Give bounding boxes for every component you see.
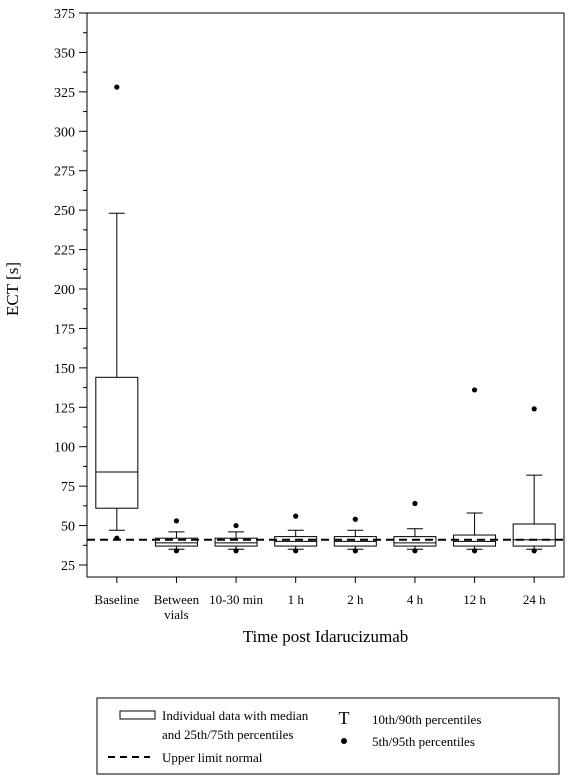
p5-dot [173, 548, 180, 554]
x-tick-label: 1 h [288, 592, 305, 607]
p95-dot [471, 387, 478, 393]
y-axis-label: ECT [s] [3, 262, 22, 316]
y-tick-label: 75 [61, 480, 75, 495]
p95-dot [233, 522, 239, 529]
y-tick-label: 350 [54, 46, 75, 61]
x-tick-label: Baseline [94, 592, 139, 607]
y-tick-label: 300 [54, 125, 75, 140]
iqr-box [95, 376, 139, 509]
y-axis: 25 50 75 100 125 150 175 200 225 250 275 300 325 350 3… [54, 7, 87, 574]
y-tick-label: 25 [61, 559, 75, 574]
legend-dot-label: 5th/95th percentiles [372, 734, 475, 749]
y-tick-label: 200 [54, 283, 75, 298]
p5-dot [233, 548, 239, 554]
legend-line-label: Upper limit normal [162, 750, 263, 765]
x-tick-label: 4 h [407, 592, 424, 607]
legend-dot-marker [341, 738, 347, 744]
legend-frame [96, 697, 560, 775]
plot-marks [87, 84, 564, 554]
iqr-box [393, 536, 437, 547]
x-tick-label: Between vials [154, 592, 200, 622]
iqr-box [453, 534, 497, 547]
legend-box-label-line2: and 25th/75th percentiles [162, 727, 293, 742]
x-axis-label: Time post Idarucizumab [243, 627, 409, 646]
iqr-box [512, 523, 556, 547]
plot-frame [86, 12, 565, 578]
iqr-box [214, 537, 258, 547]
p5-dot [471, 548, 478, 554]
x-tick-label: 24 h [523, 592, 546, 607]
legend: Individual data with median and 25th/75t… [96, 697, 560, 775]
p5-dot [352, 548, 358, 554]
p95-dot [173, 518, 180, 524]
legend-box-swatch [119, 710, 156, 720]
p95-dot [352, 516, 358, 522]
y-tick-label: 50 [61, 520, 75, 535]
p95-dot [531, 406, 537, 412]
p5-dot [531, 548, 537, 554]
y-tick-label: 225 [54, 244, 75, 259]
p95-dot [412, 500, 418, 507]
y-tick-label: 250 [54, 204, 75, 219]
x-tick-label: 2 h [347, 592, 364, 607]
x-tick-label: 12 h [463, 592, 486, 607]
y-tick-label: 275 [54, 165, 75, 180]
x-tick-label: 10-30 min [209, 592, 263, 607]
y-tick-label: 175 [54, 322, 75, 337]
y-tick-label: 100 [54, 441, 75, 456]
p95-dot [114, 84, 120, 90]
y-tick-label: 125 [54, 401, 75, 416]
y-tick-label: 375 [54, 7, 75, 22]
x-axis: Baseline Between vials 10-30 min 1 h 2 h 4 h 12… [94, 577, 546, 622]
p5-dot [412, 548, 418, 554]
p5-dot [293, 548, 299, 554]
legend-whisker-label: 10th/90th percentiles [372, 712, 481, 727]
p95-dot [293, 513, 299, 519]
y-tick-label: 150 [54, 362, 75, 377]
legend-box-label-line1: Individual data with median [162, 708, 309, 723]
legend-whisker-symbol: T [339, 708, 350, 728]
y-tick-label: 325 [54, 86, 75, 101]
iqr-box [154, 537, 198, 547]
